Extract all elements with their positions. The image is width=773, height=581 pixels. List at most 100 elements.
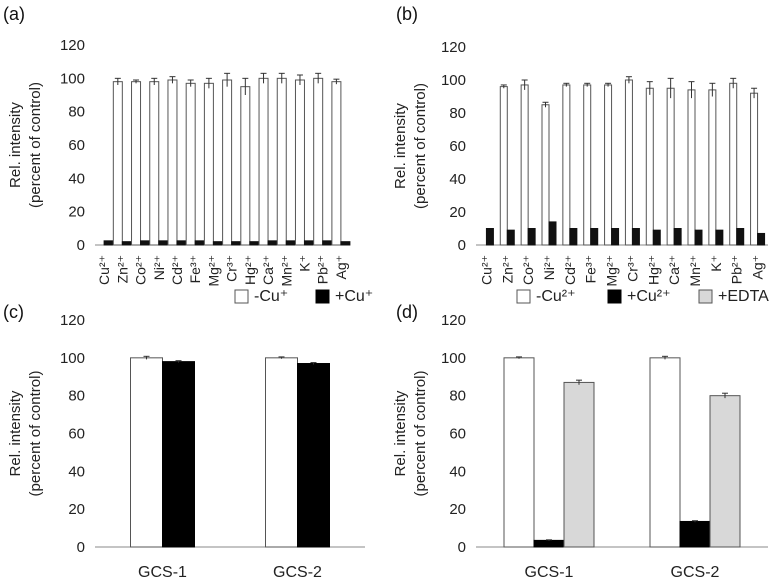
y-axis-label-2: (percent of control) [27, 82, 44, 208]
x-tick-label: Zn²⁺ [114, 255, 130, 283]
x-tick-label: GCS-1 [525, 564, 574, 581]
x-tick-label: GCS-2 [273, 564, 322, 581]
bar [185, 82, 196, 246]
y-tick-label: 40 [68, 170, 85, 187]
bar [562, 84, 571, 246]
x-tick-label: Ca²⁺ [666, 255, 682, 285]
x-tick-label: Hg²⁺ [645, 255, 661, 285]
x-tick-label: Cu²⁺ [478, 255, 494, 285]
x-tick-label: Cd²⁺ [169, 255, 185, 285]
bar [231, 241, 242, 246]
y-tick-label: 0 [77, 237, 85, 254]
y-tick-label: 120 [60, 312, 85, 329]
y-tick-label: 80 [68, 104, 85, 121]
bar [687, 89, 696, 246]
bar [541, 104, 550, 246]
y-tick-label: 60 [449, 426, 466, 443]
bar [485, 228, 494, 246]
bar [708, 89, 717, 246]
bar [297, 363, 330, 548]
bar [140, 240, 151, 246]
y-tick-label: 120 [441, 312, 466, 329]
legend-swatch [315, 289, 330, 304]
y-tick-label: 60 [68, 137, 85, 154]
bar [322, 240, 333, 246]
y-tick-label: 20 [449, 501, 466, 518]
bar [249, 241, 260, 246]
bar [331, 81, 342, 246]
x-tick-label: K⁺ [708, 255, 724, 272]
x-tick-label: Pb²⁺ [729, 255, 745, 284]
x-tick-label: Mg²⁺ [205, 255, 221, 287]
x-tick-label: Ni²⁺ [541, 255, 557, 280]
bar [194, 240, 205, 246]
legend-swatch [698, 289, 713, 304]
x-tick-label: GCS-1 [138, 564, 187, 581]
bar [527, 228, 536, 246]
bar [258, 77, 269, 246]
y-tick-label: 80 [449, 388, 466, 405]
x-tick-label: Zn²⁺ [499, 255, 515, 283]
legend-swatch [516, 289, 531, 304]
y-tick-label: 100 [60, 350, 85, 367]
y-tick-label: 40 [449, 171, 466, 188]
bar [506, 229, 515, 246]
y-axis-label: Rel. intensity [7, 102, 24, 188]
x-tick-label: Cr³⁺ [624, 255, 640, 282]
bar [130, 357, 163, 548]
bar [583, 84, 592, 246]
bar [176, 240, 187, 246]
bar [624, 79, 633, 246]
bar [631, 228, 640, 246]
bar [149, 81, 160, 246]
y-axis-label: Rel. intensity [7, 390, 24, 476]
y-axis-label-2: (percent of control) [412, 371, 429, 497]
bar [121, 241, 132, 246]
panel-c-label: (c) [3, 302, 24, 322]
legend-label: -Cu⁺ [254, 288, 288, 305]
legend-swatch [607, 289, 622, 304]
y-tick-label: 40 [449, 463, 466, 480]
panel-d-label: (d) [396, 302, 418, 322]
y-tick-label: 0 [458, 539, 466, 556]
bar [520, 84, 529, 246]
legend-swatch [234, 289, 249, 304]
x-tick-label: Cu²⁺ [96, 255, 112, 285]
y-tick-label: 40 [68, 463, 85, 480]
bar [604, 84, 613, 246]
bar [112, 81, 123, 246]
panel-d: (d) [386, 290, 773, 581]
bar [131, 81, 142, 246]
bar [563, 381, 595, 548]
y-axis-label: Rel. intensity [392, 103, 409, 189]
y-tick-label: 60 [68, 426, 85, 443]
bar [736, 228, 745, 246]
bar [285, 240, 296, 246]
y-tick-label: 120 [441, 39, 466, 56]
legend-label: +Cu²⁺ [627, 288, 671, 305]
y-tick-label: 120 [60, 37, 85, 54]
x-tick-label: Pb²⁺ [315, 255, 331, 284]
bar [715, 229, 724, 246]
bar [267, 240, 278, 246]
bar [294, 79, 305, 246]
x-tick-label: Mg²⁺ [604, 255, 620, 287]
bar [222, 79, 233, 246]
y-axis-label-2: (percent of control) [412, 83, 429, 209]
bar [694, 229, 703, 246]
bar [162, 361, 195, 548]
bar [679, 520, 711, 548]
bar [673, 228, 682, 246]
x-tick-label: Fe³⁺ [583, 255, 599, 283]
bar [340, 241, 351, 246]
x-tick-label: Cd²⁺ [562, 255, 578, 285]
y-tick-label: 80 [68, 388, 85, 405]
y-tick-label: 0 [458, 237, 466, 254]
bar [313, 77, 324, 246]
bar [503, 357, 535, 548]
x-tick-label: Mn²⁺ [687, 255, 703, 287]
bar [652, 229, 661, 246]
bar [649, 357, 681, 548]
y-axis-label-2: (percent of control) [27, 371, 44, 497]
